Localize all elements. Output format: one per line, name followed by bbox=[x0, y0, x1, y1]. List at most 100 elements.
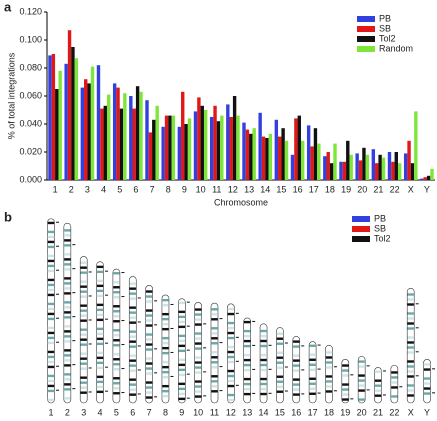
insertion-tick bbox=[235, 360, 239, 362]
band bbox=[96, 318, 104, 322]
band bbox=[194, 337, 202, 340]
band bbox=[129, 297, 136, 300]
band bbox=[325, 356, 333, 359]
band bbox=[145, 314, 153, 317]
bar bbox=[220, 115, 224, 180]
x-tick-label: 2 bbox=[69, 184, 74, 194]
band bbox=[178, 325, 185, 329]
bar bbox=[209, 117, 214, 180]
insertion-tick bbox=[399, 386, 403, 388]
band bbox=[211, 380, 218, 383]
bar bbox=[197, 97, 201, 180]
band bbox=[391, 371, 398, 374]
bar bbox=[268, 133, 273, 180]
band bbox=[293, 340, 300, 343]
bar bbox=[426, 175, 431, 180]
bar bbox=[112, 83, 117, 180]
band bbox=[211, 337, 218, 340]
band bbox=[407, 370, 414, 373]
band bbox=[244, 358, 251, 362]
insertion-tick bbox=[170, 351, 174, 353]
insertion-tick bbox=[301, 345, 305, 347]
bar bbox=[313, 128, 318, 180]
chromosome-label: 19 bbox=[340, 407, 350, 417]
band bbox=[293, 393, 300, 396]
legend-swatch bbox=[352, 236, 370, 242]
insertion-tick bbox=[366, 365, 370, 367]
chromosome-label: 14 bbox=[259, 407, 269, 417]
band bbox=[227, 326, 235, 330]
band bbox=[129, 335, 136, 338]
band bbox=[227, 307, 235, 311]
chromosome-label: 8 bbox=[163, 407, 168, 417]
insertion-tick bbox=[432, 368, 436, 370]
band bbox=[145, 324, 153, 327]
band bbox=[64, 234, 71, 237]
band bbox=[260, 392, 267, 396]
band bbox=[129, 345, 136, 348]
band bbox=[145, 343, 153, 346]
band bbox=[293, 369, 300, 372]
bar bbox=[103, 105, 107, 180]
bar bbox=[226, 104, 230, 180]
insertion-tick bbox=[56, 317, 59, 319]
bar bbox=[106, 94, 111, 180]
band bbox=[80, 290, 87, 293]
band bbox=[80, 367, 87, 370]
band bbox=[113, 344, 120, 347]
band bbox=[227, 384, 235, 388]
band bbox=[47, 288, 55, 292]
bar bbox=[148, 132, 153, 180]
band bbox=[80, 362, 87, 365]
band bbox=[47, 245, 55, 249]
insertion-tick bbox=[203, 347, 207, 349]
band bbox=[211, 351, 218, 354]
bar bbox=[177, 126, 182, 180]
band bbox=[113, 305, 120, 308]
legend-swatch bbox=[357, 26, 375, 32]
insertion-tick bbox=[105, 318, 109, 320]
insertion-tick bbox=[170, 375, 174, 377]
band bbox=[162, 370, 169, 374]
bar bbox=[51, 54, 56, 180]
insertion-tick bbox=[284, 342, 288, 344]
band bbox=[47, 307, 55, 311]
band bbox=[211, 332, 218, 335]
insertion-tick bbox=[56, 221, 59, 223]
band bbox=[260, 344, 267, 348]
band bbox=[96, 303, 104, 307]
chromosome bbox=[194, 302, 202, 404]
band bbox=[64, 253, 71, 256]
band bbox=[145, 381, 153, 384]
chromosome-label: 2 bbox=[65, 407, 70, 417]
band bbox=[64, 268, 71, 271]
band bbox=[178, 358, 185, 362]
band bbox=[423, 368, 431, 371]
band bbox=[162, 360, 169, 364]
insertion-tick bbox=[301, 369, 305, 371]
band bbox=[260, 368, 267, 372]
band bbox=[211, 308, 218, 311]
band bbox=[47, 312, 55, 316]
insertion-tick bbox=[154, 324, 158, 326]
x-tick-label: 11 bbox=[212, 184, 221, 194]
band bbox=[64, 306, 71, 309]
band bbox=[80, 261, 87, 264]
legend-label: Tol2 bbox=[374, 233, 391, 243]
band bbox=[64, 330, 71, 333]
band bbox=[162, 384, 169, 388]
legend-label: PB bbox=[379, 13, 391, 23]
chromosome-label: 17 bbox=[308, 407, 318, 417]
band bbox=[80, 391, 87, 394]
band bbox=[194, 323, 202, 326]
band bbox=[64, 359, 71, 362]
legend-label: PB bbox=[374, 213, 386, 223]
band bbox=[113, 320, 120, 323]
band bbox=[96, 380, 104, 384]
band bbox=[113, 329, 120, 332]
band bbox=[358, 389, 365, 392]
band bbox=[244, 329, 251, 333]
band bbox=[47, 389, 55, 393]
band bbox=[47, 398, 55, 402]
